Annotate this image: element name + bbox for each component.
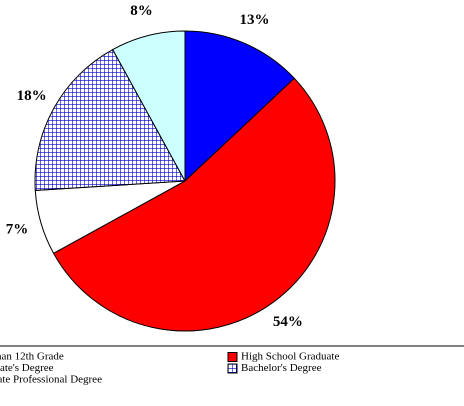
legend-label: Less than 12th Grade [0, 351, 64, 363]
data-label: 54% [273, 314, 303, 330]
pie-slice [34, 48, 186, 191]
pie-slice [184, 30, 296, 183]
legend-label: Graduate Professional Degree [0, 374, 102, 386]
legend-label: High School Graduate [241, 351, 339, 363]
pie-slice [112, 30, 186, 182]
legend-label: Bachelor's Degree [241, 362, 322, 374]
data-label: 7% [6, 221, 29, 237]
data-label: 8% [130, 3, 153, 19]
legend-swatch [227, 352, 238, 362]
legend-label: Associate's Degree [0, 362, 54, 374]
data-label: 18% [17, 88, 47, 104]
pie-slice [52, 77, 336, 332]
data-label: 13% [240, 12, 270, 28]
legend-swatch [227, 363, 238, 374]
